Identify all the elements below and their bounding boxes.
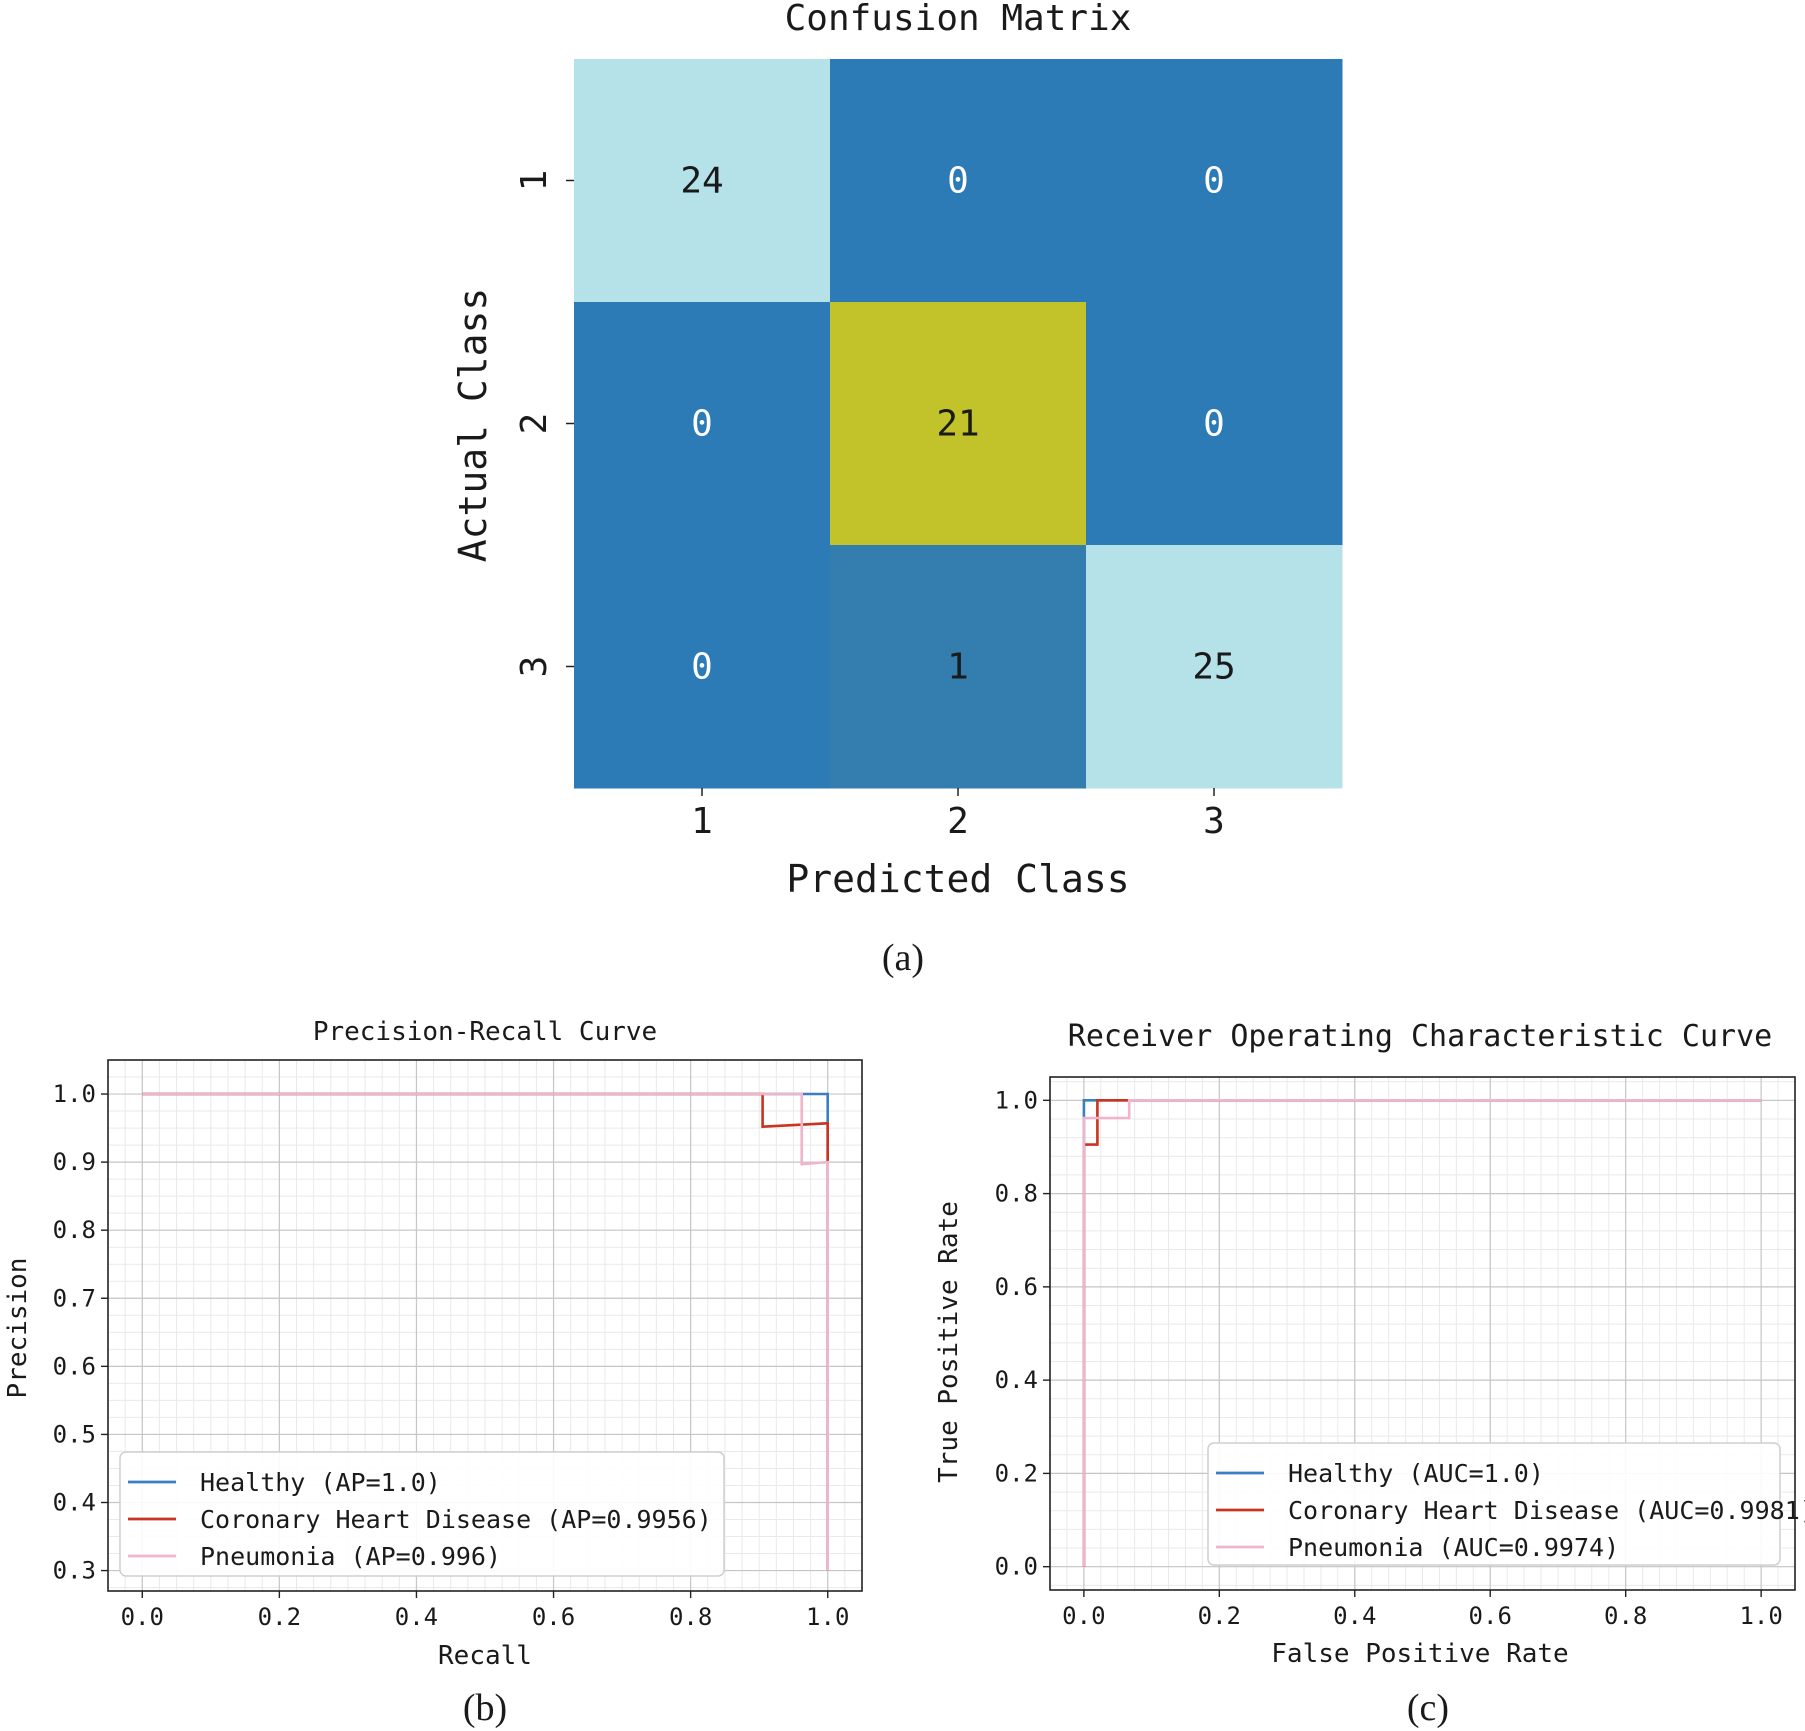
pr-y-tick-label: 0.5 xyxy=(53,1420,96,1448)
pr-x-tick-label: 0.6 xyxy=(532,1603,575,1631)
roc-legend: Healthy (AUC=1.0) Coronary Heart Disease … xyxy=(1207,1442,1805,1566)
cm-cell xyxy=(830,59,1087,303)
pr-y-tick-labels: 0.3 0.4 0.5 0.6 0.7 0.8 0.9 1.0 xyxy=(53,1080,108,1585)
cm-cell-value: 25 xyxy=(1192,647,1235,688)
cm-x-tick-label: 3 xyxy=(1203,801,1225,842)
roc-legend-label: Coronary Heart Disease (AUC=0.9981) xyxy=(1288,1496,1805,1525)
roc-legend-items: Healthy (AUC=1.0) Coronary Heart Disease … xyxy=(1216,1459,1805,1562)
cm-cell xyxy=(830,302,1087,546)
roc-y-tick-label: 0.0 xyxy=(995,1553,1038,1581)
pr-x-axis-label: Recall xyxy=(438,1641,532,1671)
roc-x-axis-label: False Positive Rate xyxy=(1271,1639,1568,1669)
pr-x-tick-label: 0.4 xyxy=(395,1603,438,1631)
confusion-matrix-chart: Confusion Matrix 24 0 0 0 21 0 0 1 25 1 2 3 1 2 3 Pr… xyxy=(451,0,1343,901)
pr-legend-label: Healthy (AP=1.0) xyxy=(200,1468,441,1497)
cm-y-tick-label: 1 xyxy=(514,170,555,192)
cm-y-tick-labels: 1 2 3 xyxy=(514,170,574,678)
cm-title: Confusion Matrix xyxy=(785,0,1132,39)
roc-y-tick-labels: 0.0 0.2 0.4 0.6 0.8 1.0 xyxy=(995,1086,1050,1581)
roc-x-tick-label: 0.2 xyxy=(1198,1602,1241,1630)
cm-cell xyxy=(1086,59,1343,303)
pr-legend-label: Coronary Heart Disease (AP=0.9956) xyxy=(200,1505,712,1534)
caption-c: (c) xyxy=(1407,1687,1449,1729)
roc-legend-label: Pneumonia (AUC=0.9974) xyxy=(1288,1533,1619,1562)
cm-cell-value: 0 xyxy=(691,647,713,688)
cm-cell xyxy=(574,302,831,546)
roc-title: Receiver Operating Characteristic Curve xyxy=(1068,1019,1772,1054)
cm-y-tick-label: 3 xyxy=(514,656,555,678)
pr-y-tick-label: 0.3 xyxy=(53,1557,96,1585)
cm-y-tick-label: 2 xyxy=(514,413,555,435)
pr-plot-frame xyxy=(107,1059,863,1592)
cm-cell xyxy=(1086,302,1343,546)
cm-cell xyxy=(1086,545,1343,789)
pr-y-axis-label: Precision xyxy=(3,1258,33,1399)
pr-legend-items: Healthy (AP=1.0) Coronary Heart Disease (… xyxy=(128,1468,712,1571)
roc-lines xyxy=(1082,1099,1762,1567)
roc-x-tick-label: 0.4 xyxy=(1333,1602,1376,1630)
cm-cell-value: 1 xyxy=(947,647,969,688)
cm-x-tick-label: 2 xyxy=(947,801,969,842)
cm-x-axis-label: Predicted Class xyxy=(786,857,1129,901)
cm-cell xyxy=(830,545,1087,789)
roc-y-tick-label: 1.0 xyxy=(995,1086,1038,1114)
pr-x-tick-labels: 0.0 0.2 0.4 0.6 0.8 1.0 xyxy=(121,1591,849,1631)
pr-x-tick-label: 0.8 xyxy=(669,1603,712,1631)
roc-y-tick-label: 0.4 xyxy=(995,1366,1038,1394)
pr-y-tick-label: 0.6 xyxy=(53,1352,96,1380)
cm-cells xyxy=(574,59,1343,789)
roc-y-tick-label: 0.2 xyxy=(995,1459,1038,1487)
cm-cell-value: 0 xyxy=(1203,161,1225,202)
roc-x-tick-label: 0.6 xyxy=(1469,1602,1512,1630)
cm-values: 24 0 0 0 21 0 0 1 25 xyxy=(680,161,1235,688)
cm-cell xyxy=(574,59,831,303)
roc-legend-box xyxy=(1207,1442,1781,1566)
pr-legend: Healthy (AP=1.0) Coronary Heart Disease (… xyxy=(119,1451,725,1577)
pr-y-tick-label: 1.0 xyxy=(53,1080,96,1108)
pr-y-tick-label: 0.9 xyxy=(53,1148,96,1176)
cm-cell xyxy=(574,545,831,789)
cm-cell-value: 21 xyxy=(936,404,979,445)
roc-plot-frame xyxy=(1049,1076,1796,1591)
pr-x-tick-label: 1.0 xyxy=(806,1603,849,1631)
roc-x-tick-labels: 0.0 0.2 0.4 0.6 0.8 1.0 xyxy=(1062,1590,1783,1630)
cm-cell-value: 24 xyxy=(680,161,723,202)
pr-title: Precision-Recall Curve xyxy=(313,1017,657,1047)
roc-legend-label: Healthy (AUC=1.0) xyxy=(1288,1459,1544,1488)
cm-cell-value: 0 xyxy=(1203,404,1225,445)
cm-x-tick-label: 1 xyxy=(691,801,713,842)
cm-cell-value: 0 xyxy=(691,404,713,445)
roc-y-tick-label: 0.8 xyxy=(995,1180,1038,1208)
pr-y-tick-label: 0.4 xyxy=(53,1489,96,1517)
cm-y-axis-label: Actual Class xyxy=(451,288,495,563)
cm-cell-value: 0 xyxy=(947,161,969,202)
cm-x-tick-labels: 1 2 3 xyxy=(691,788,1225,842)
pr-y-tick-label: 0.8 xyxy=(53,1216,96,1244)
pr-legend-label: Pneumonia (AP=0.996) xyxy=(200,1542,501,1571)
roc-x-tick-label: 0.0 xyxy=(1062,1602,1105,1630)
roc-x-tick-label: 1.0 xyxy=(1739,1602,1782,1630)
roc-y-tick-label: 0.6 xyxy=(995,1273,1038,1301)
caption-a: (a) xyxy=(882,937,924,979)
pr-x-tick-label: 0.0 xyxy=(121,1603,164,1631)
roc-y-axis-label: True Positive Rate xyxy=(934,1201,964,1483)
pr-x-tick-label: 0.2 xyxy=(258,1603,301,1631)
roc-x-tick-label: 0.8 xyxy=(1604,1602,1647,1630)
pr-y-tick-label: 0.7 xyxy=(53,1284,96,1312)
pr-legend-box xyxy=(119,1451,725,1577)
roc-curve-chart: Receiver Operating Characteristic Curve … xyxy=(934,1019,1805,1669)
caption-b: (b) xyxy=(463,1687,507,1729)
pr-curve-chart: Precision-Recall Curve 0.0 0.2 0.4 0.6 0.8 1.… xyxy=(3,1017,863,1671)
pr-lines xyxy=(142,1092,830,1571)
pr-series-line xyxy=(142,1092,830,1571)
roc-series-line xyxy=(1082,1099,1762,1567)
